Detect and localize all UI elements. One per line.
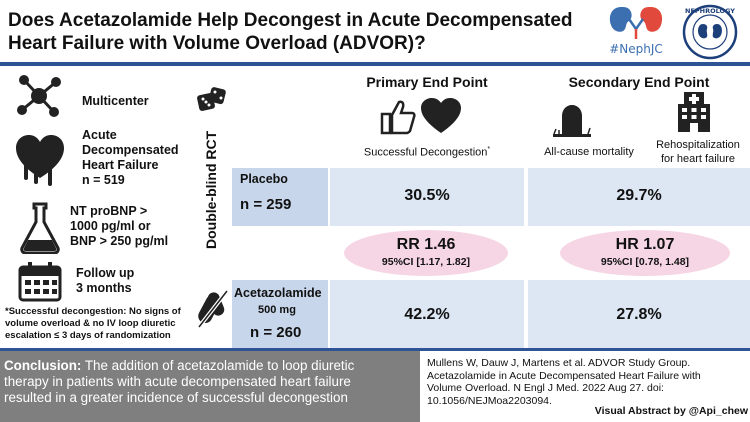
secondary-effect-ellipse <box>560 230 730 276</box>
placebo-primary-cell <box>330 168 524 226</box>
placebo-name: Placebo <box>240 172 288 186</box>
primary-endpoint-title: Primary End Point <box>366 74 488 90</box>
feature-line: Follow up <box>76 266 135 280</box>
acetazolamide-secondary-cell <box>528 280 750 348</box>
nephjc-tag: #NephJC <box>609 42 663 56</box>
feature-line: Multicenter <box>82 94 149 108</box>
primary-effect-ci: 95%CI [1.17, 1.82] <box>381 256 471 268</box>
tombstone-icon <box>553 105 591 137</box>
footnote-line: escalation ≤ 3 days of randomization <box>5 330 171 341</box>
feature-line: BNP > 250 pg/ml <box>70 234 169 248</box>
network-icon <box>17 75 61 117</box>
primary-footnote-mark: * <box>487 146 491 153</box>
footnote-line: volume overload & no IV loop diuretic <box>5 318 176 329</box>
heart-icon <box>421 98 461 133</box>
rehospitalization-label: Rehospitalization for heart failure <box>646 138 750 166</box>
feature-biomarker: NT proBNP > 1000 pg/ml or BNP > 250 pg/m… <box>0 198 192 258</box>
acetazolamide-secondary-value: 27.8% <box>616 306 662 323</box>
heart-melting-icon <box>16 135 64 186</box>
title-line-1: Does Acetazolamide Help Decongest in Acu… <box>8 10 573 31</box>
reference-line-1: Mullens W, Dauw J, Martens et al. ADVOR … <box>427 357 691 369</box>
nephrology-seal-icon: NEPHROLOGY <box>682 4 738 60</box>
placebo-primary-value: 30.5% <box>404 187 450 204</box>
reference-line-2: Acetazolamide in Acute Decompensated Hea… <box>427 369 701 382</box>
acetazolamide-primary-cell <box>330 280 524 348</box>
credit: Visual Abstract by @Api_chew <box>594 405 748 417</box>
feature-line: 1000 pg/ml or <box>70 219 151 233</box>
conclusion-label: Conclusion: <box>4 358 82 373</box>
no-pills-icon <box>197 289 229 329</box>
acetazolamide-n: n = 260 <box>250 324 302 341</box>
reference-line-4: 10.1056/NEJMoa2203094. <box>427 394 552 407</box>
feature-line: Decompensated <box>82 143 179 157</box>
calendar-icon <box>18 262 62 302</box>
header: Does Acetazolamide Help Decongest in Acu… <box>0 0 750 62</box>
primary-effect-ellipse <box>344 230 508 276</box>
study-features: Multicenter Acute Decompensated Heart Fa… <box>0 66 192 348</box>
conclusion-box: Conclusion: The addition of acetazolamid… <box>0 351 420 422</box>
placebo-n: n = 259 <box>240 196 292 213</box>
feature-line: Heart Failure <box>82 158 159 172</box>
feature-multicenter: Multicenter <box>0 70 192 120</box>
conclusion-line-2: therapy in patients with acute decompens… <box>4 374 351 389</box>
thumbs-up-icon <box>380 100 416 135</box>
secondary-endpoint-title: Secondary End Point <box>568 74 710 90</box>
footnote: *Successful decongestion: No signs of vo… <box>5 306 190 342</box>
design-label: Double-blind RCT <box>203 130 219 250</box>
bottom-divider <box>0 348 750 351</box>
acetazolamide-primary-value: 42.2% <box>404 306 450 323</box>
acetazolamide-label-cell <box>232 280 328 348</box>
primary-label-text: Successful Decongestion <box>363 146 488 159</box>
conclusion-line-3: resulted in a greater incidence of succe… <box>4 390 348 405</box>
dice-icon <box>197 87 226 111</box>
acetazolamide-dose: 500 mg <box>258 304 296 316</box>
primary-effect-measure: RR 1.46 <box>396 236 456 253</box>
feature-line: NT proBNP > <box>70 204 148 218</box>
seal-text: NEPHROLOGY <box>685 7 735 15</box>
reference-line-3: Volume Overload. N Engl J Med. 2022 Aug … <box>427 382 664 394</box>
title-line-2: Heart Failure with Volume Overload (ADVO… <box>8 33 426 54</box>
rehosp-line-1: Rehospitalization <box>656 139 740 151</box>
page-title: Does Acetazolamide Help Decongest in Acu… <box>8 9 598 55</box>
feature-follow-up: Follow up 3 months <box>0 260 192 304</box>
primary-endpoint-label: Successful Decongestion* <box>330 146 524 159</box>
placebo-label-cell <box>232 168 328 226</box>
mortality-label: All-cause mortality <box>544 146 634 158</box>
feature-line: 3 months <box>76 281 132 295</box>
nephjc-kidney-logo-icon <box>609 7 663 39</box>
hospital-icon <box>678 92 710 132</box>
acetazolamide-name: Acetazolamide <box>234 286 322 300</box>
top-divider <box>0 62 750 66</box>
feature-line: n = 519 <box>82 173 125 187</box>
secondary-effect-ci: 95%CI [0.78, 1.48] <box>600 256 690 268</box>
secondary-effect-measure: HR 1.07 <box>615 236 675 253</box>
footnote-line: *Successful decongestion: No signs of <box>5 306 181 317</box>
feature-heart-failure: Acute Decompensated Heart Failure n = 51… <box>0 124 192 196</box>
placebo-secondary-cell <box>528 168 750 226</box>
conclusion-line-1: The addition of acetazolamide to loop di… <box>81 358 355 373</box>
rehosp-line-2: for heart failure <box>661 153 735 165</box>
feature-line: Acute <box>82 128 117 142</box>
placebo-secondary-value: 29.7% <box>616 187 662 204</box>
flask-icon <box>20 202 60 254</box>
reference: Mullens W, Dauw J, Martens et al. ADVOR … <box>427 357 747 407</box>
